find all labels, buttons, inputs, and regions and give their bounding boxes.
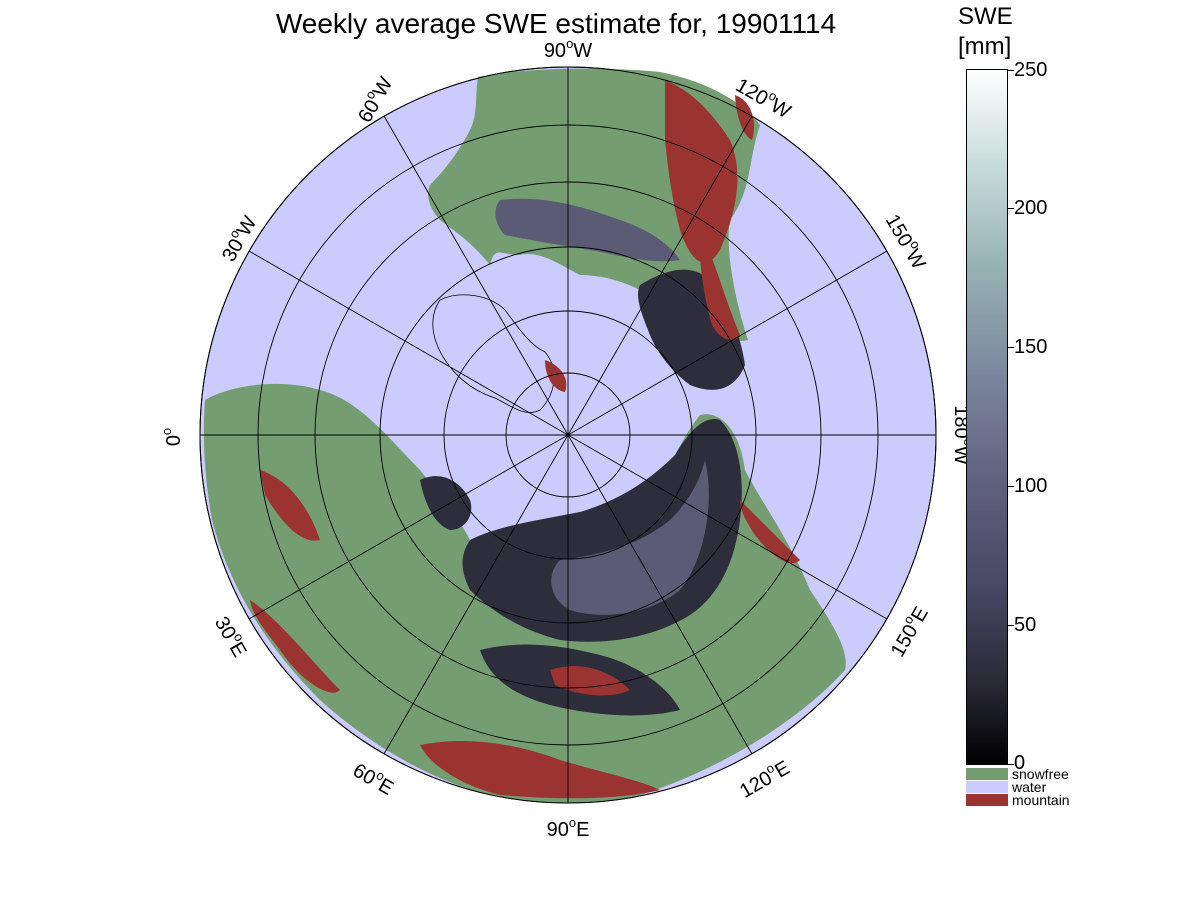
map-border: [199, 66, 937, 804]
colorbar-title: SWE [mm]: [958, 2, 1013, 62]
mountain-areas: [250, 80, 800, 799]
mountain-alps: [260, 470, 320, 541]
legend-swatch-mountain: [966, 794, 1008, 806]
mountain-himalaya: [420, 740, 660, 799]
lon-label-90w: 90oW: [544, 36, 592, 62]
colorbar-tick: [1008, 208, 1014, 209]
colorbar-tick: [1008, 625, 1014, 626]
lon-label-60e: 60oE: [349, 756, 399, 800]
colorbar-tick: [1008, 70, 1014, 71]
mountain-coast: [699, 230, 740, 341]
mountain-alaska: [735, 95, 755, 140]
colorbar-tick-label: 100: [1014, 475, 1048, 497]
map-title: Weekly average SWE estimate for, 1990111…: [275, 8, 837, 39]
graticule: [200, 67, 936, 803]
colorbar-gradient: [966, 69, 1008, 765]
snow-siberia-core: [551, 460, 709, 615]
lon-label-120e: 120oE: [734, 753, 794, 802]
colorbar-tick-label: 0: [1014, 752, 1026, 774]
mountain-caucasus: [250, 600, 340, 693]
lon-label-30e: 30oE: [210, 611, 254, 661]
colorbar-title-line2: [mm]: [958, 33, 1012, 60]
legend-swatch-water: [966, 781, 1008, 793]
colorbar-tick-label: 150: [1014, 336, 1048, 358]
snow-scandinavia: [420, 476, 472, 530]
mountain-greenland-tip: [545, 360, 567, 392]
land-greenland: [432, 294, 555, 413]
legend-label-snowfree: snowfree: [1012, 766, 1069, 782]
lon-label-90e: 90oE: [547, 815, 590, 841]
colorbar-tick: [1008, 764, 1014, 765]
lon-label-0: 0o: [159, 428, 185, 446]
colorbar-tick: [1008, 486, 1014, 487]
colorbar-tick: [1008, 347, 1014, 348]
mountain-rockies: [665, 80, 738, 263]
colorbar-title-line1: SWE: [958, 3, 1013, 30]
colorbar-tick-label: 200: [1014, 197, 1048, 219]
colorbar-tick-label: 50: [1014, 614, 1037, 636]
snow-canada-north: [495, 198, 680, 262]
mountain-east-siberia: [740, 500, 800, 564]
legend-label-water: water: [1012, 779, 1047, 795]
legend-swatch-snowfree: [966, 768, 1008, 780]
legend-label-mountain: mountain: [1012, 792, 1070, 808]
colorbar-tick-label: 250: [1014, 59, 1048, 81]
